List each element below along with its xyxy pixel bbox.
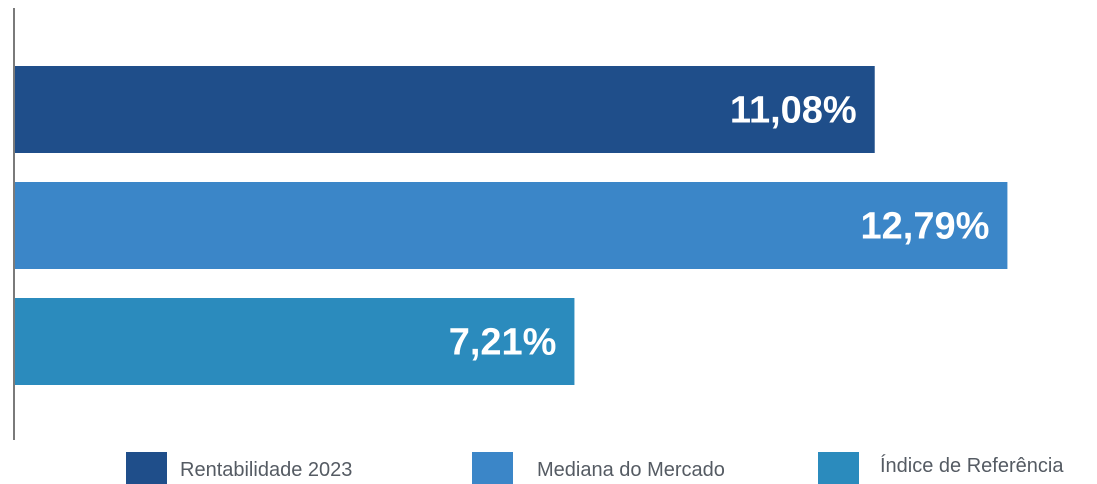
legend: Rentabilidade 2023 Mediana do Mercado Ín… xyxy=(126,452,1064,484)
bar-indice xyxy=(15,298,575,385)
bar-value-label-rentabilidade: 11,08% xyxy=(730,90,857,132)
legend-swatch-rentabilidade xyxy=(126,452,167,484)
legend-label-rentabilidade: Rentabilidade 2023 xyxy=(180,459,352,481)
bar-mediana xyxy=(15,182,1008,269)
legend-swatch-indice xyxy=(818,452,859,484)
bars-layer: 11,08% 12,79% 7,21% xyxy=(15,66,1008,385)
legend-label-mediana: Mediana do Mercado xyxy=(537,459,725,481)
legend-label-indice: Índice de Referência xyxy=(880,454,1064,477)
bar-value-label-indice: 7,21% xyxy=(449,322,557,364)
bar-value-label-mediana: 12,79% xyxy=(861,206,990,248)
bar-rentabilidade xyxy=(15,66,875,153)
legend-swatch-mediana xyxy=(472,452,513,484)
